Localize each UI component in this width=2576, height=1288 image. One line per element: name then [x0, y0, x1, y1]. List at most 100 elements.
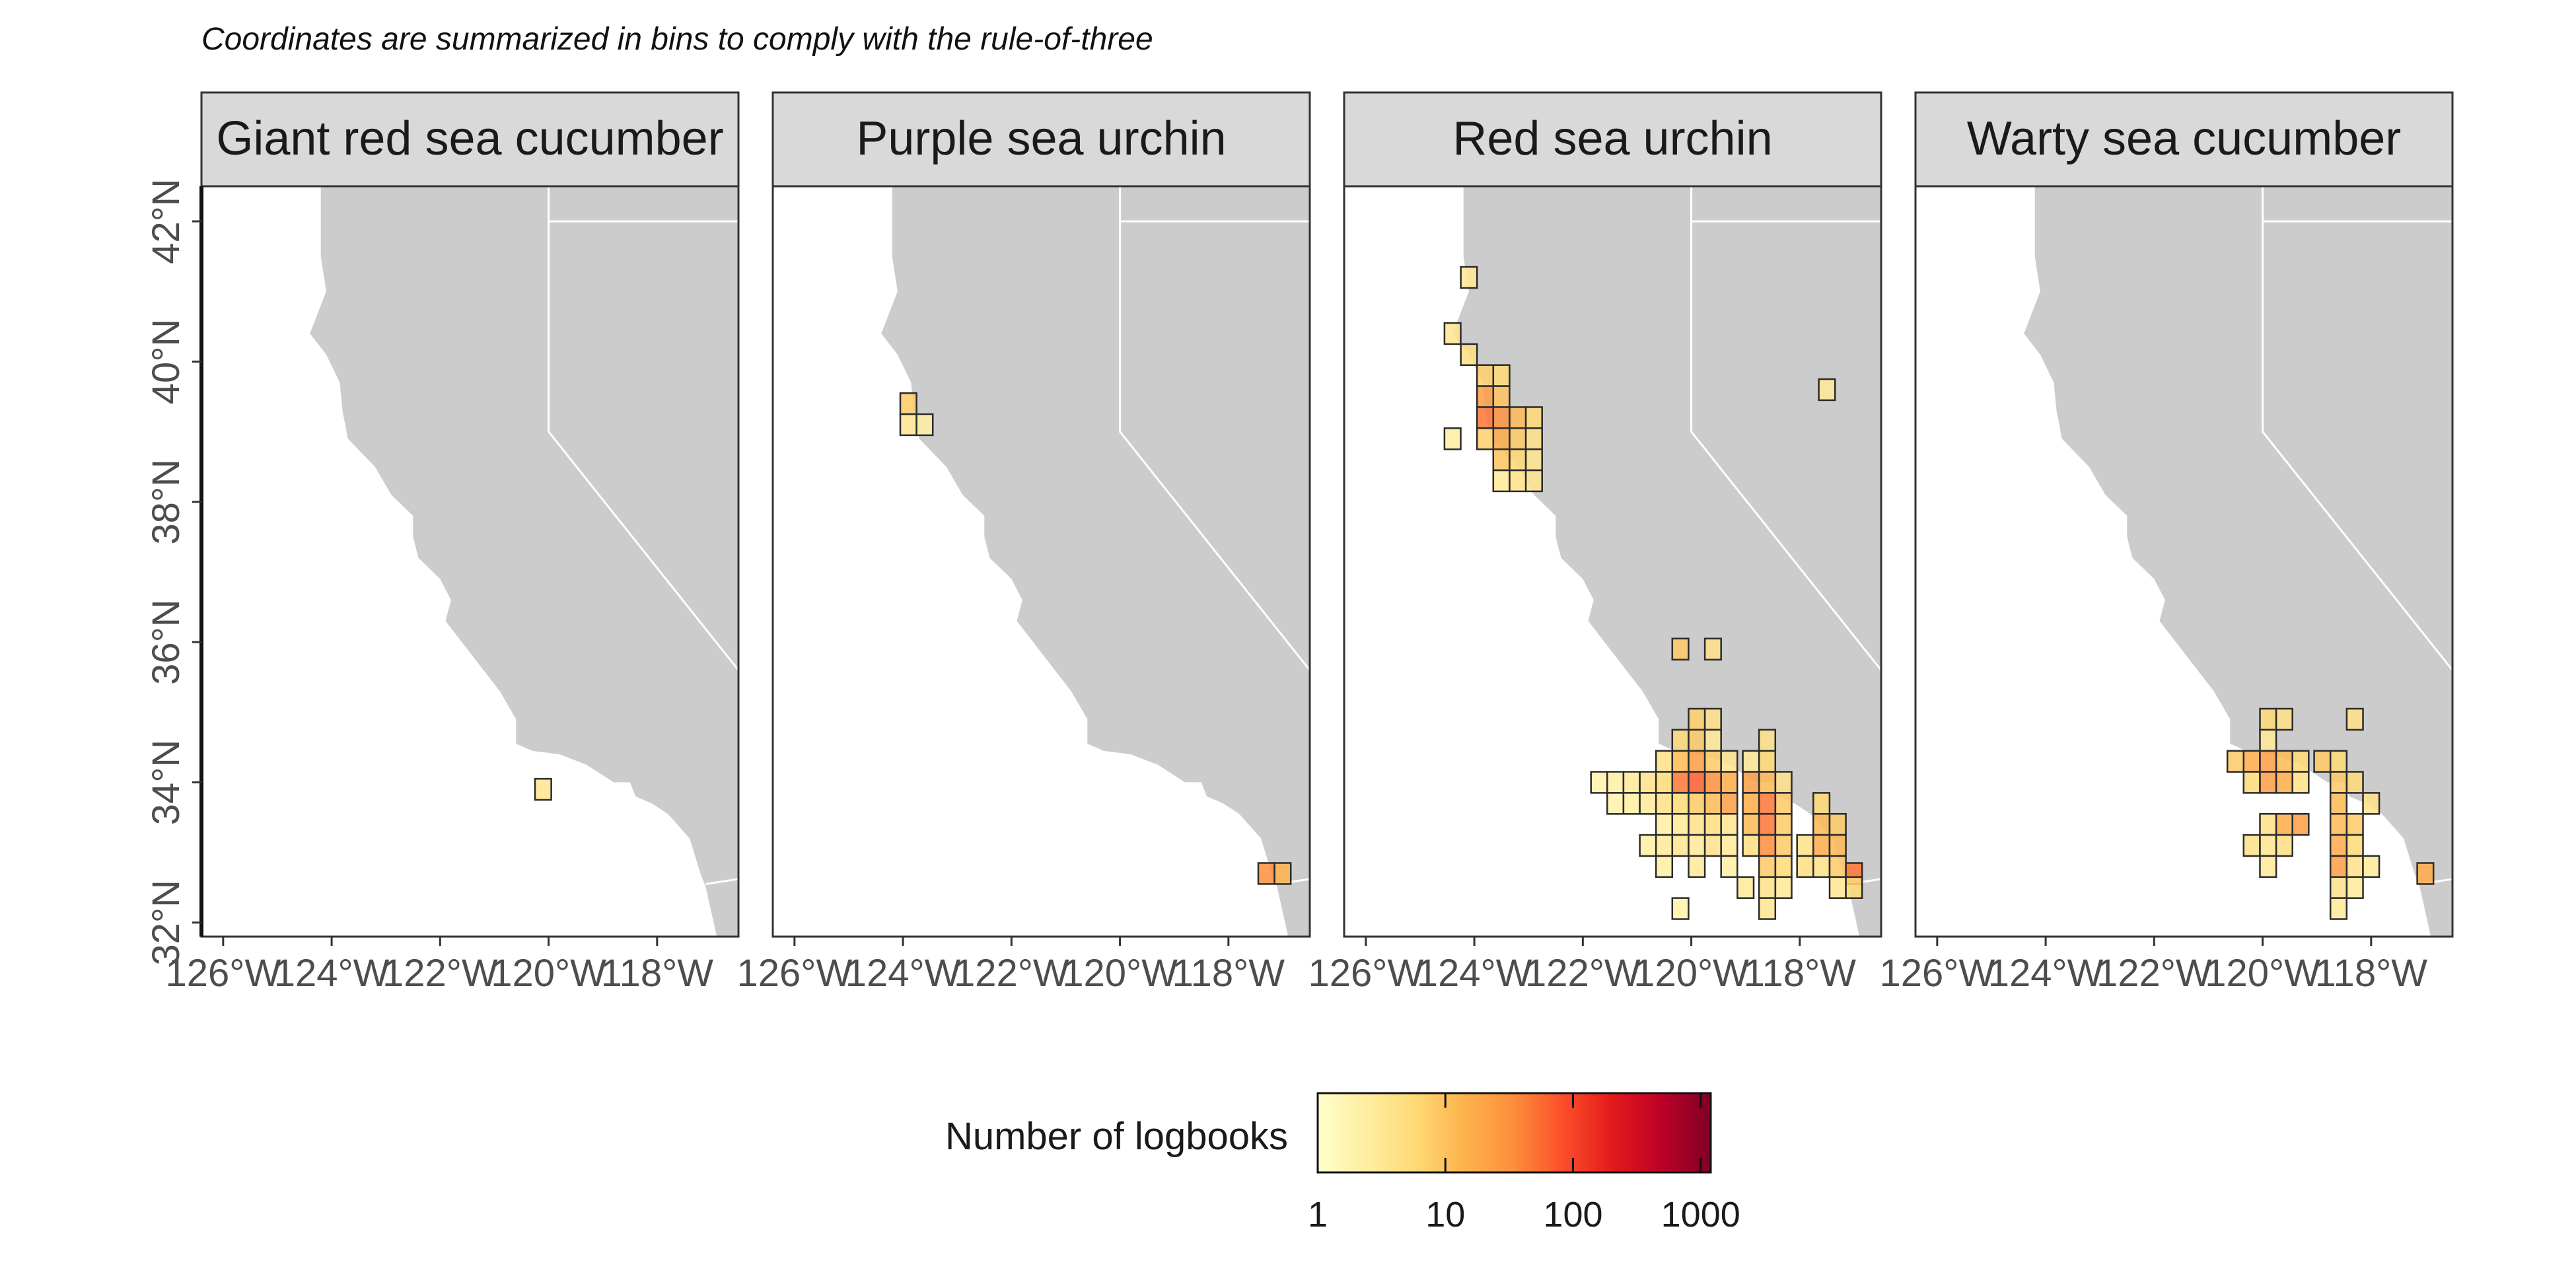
data-bin — [1720, 855, 1738, 878]
data-bin — [2275, 812, 2293, 836]
data-bin — [1671, 792, 1690, 815]
data-bin — [1671, 729, 1690, 752]
data-bin — [1703, 812, 1722, 836]
data-bin — [1590, 771, 1608, 794]
data-bin — [2291, 771, 2310, 794]
x-tick-label: 122°W — [954, 952, 1069, 995]
data-bin — [2329, 876, 2348, 899]
data-bin — [2345, 812, 2364, 836]
x-tick-label: 122°W — [2096, 952, 2212, 995]
facet-title: Warty sea cucumber — [1967, 112, 2402, 165]
data-bin — [915, 413, 934, 437]
data-bin — [1606, 771, 1625, 794]
data-bin — [2259, 855, 2277, 878]
data-bin — [1622, 771, 1641, 794]
data-bin — [1606, 792, 1625, 815]
data-bin — [1622, 792, 1641, 815]
panel-border — [1343, 185, 1882, 938]
data-bin — [1720, 812, 1738, 836]
data-bin — [2275, 771, 2293, 794]
data-bin — [2329, 834, 2348, 857]
map-layer — [881, 186, 1310, 937]
data-bin — [2242, 834, 2261, 857]
land-polygon — [310, 186, 738, 937]
data-bin — [2259, 707, 2277, 731]
facet-panel-1: Giant red sea cucumber 126°W124°W122°W120… — [165, 91, 740, 995]
facet-title: Red sea urchin — [1452, 112, 1772, 165]
x-tick-label: 124°W — [274, 952, 390, 995]
x-tick-label: 118°W — [2315, 952, 2428, 995]
data-bin — [1524, 469, 1543, 493]
data-bin — [1257, 862, 1275, 885]
data-bin — [1460, 343, 1478, 367]
facet-panel-2: Purple sea urchin 126°W124°W122°W120°W118… — [736, 91, 1311, 995]
data-bin — [2345, 707, 2364, 731]
data-bin — [1492, 448, 1511, 472]
facet-strip — [1343, 91, 1882, 188]
facet-panel-4: Warty sea cucumber 126°W124°W122°W120°W11… — [1879, 91, 2454, 995]
data-bin — [1742, 750, 1760, 773]
data-bin — [534, 777, 552, 801]
data-bin — [1758, 729, 1777, 752]
x-tick-label: 120°W — [1062, 952, 1178, 995]
data-bin — [1688, 855, 1706, 878]
data-bin — [2259, 771, 2277, 794]
data-bin — [1460, 266, 1478, 289]
x-tick-label: 122°W — [382, 952, 498, 995]
data-bin — [1476, 427, 1495, 450]
data-bin — [1703, 729, 1722, 752]
map-layer — [1443, 186, 1881, 937]
data-bin — [2329, 855, 2348, 878]
data-bin — [1492, 364, 1511, 387]
state-border — [1690, 221, 1881, 671]
data-bin — [2291, 812, 2310, 836]
data-bin — [1742, 834, 1760, 857]
x-tick-label: 120°W — [1633, 952, 1749, 995]
legend-title: Number of logbooks — [945, 1115, 1288, 1158]
x-tick-label: 126°W — [165, 952, 281, 995]
x-tick-label: 118°W — [1744, 952, 1857, 995]
data-bin — [2259, 834, 2277, 857]
data-bin — [1703, 834, 1722, 857]
data-bin — [1828, 834, 1847, 857]
x-tick-label: 124°W — [845, 952, 961, 995]
data-bin — [1655, 812, 1674, 836]
data-bin — [1758, 792, 1777, 815]
data-bin — [1671, 771, 1690, 794]
data-bin — [1639, 771, 1657, 794]
data-bin — [1671, 637, 1690, 661]
y-tick-label: 32°N — [145, 880, 188, 966]
data-bin — [2329, 897, 2348, 920]
data-bin — [1703, 771, 1722, 794]
data-bin — [1509, 448, 1527, 472]
data-bin — [1742, 771, 1760, 794]
data-bin — [1736, 876, 1755, 899]
data-bin — [1758, 771, 1777, 794]
data-bin — [1828, 812, 1847, 836]
data-bin — [2345, 771, 2364, 794]
data-bin — [1639, 834, 1657, 857]
data-bin — [1509, 469, 1527, 493]
data-bin — [1818, 378, 1836, 402]
data-bin — [2242, 771, 2261, 794]
land-polygon — [2024, 186, 2452, 937]
data-bin — [2416, 862, 2435, 885]
y-tick-label: 36°N — [145, 599, 188, 685]
data-bin — [1812, 834, 1831, 857]
data-bin — [1774, 834, 1793, 857]
data-bin — [1812, 812, 1831, 836]
data-bin — [1524, 427, 1543, 450]
map-layer — [2024, 186, 2452, 937]
data-bin — [1758, 876, 1777, 899]
data-bin — [1273, 862, 1292, 885]
data-bin — [2329, 750, 2348, 773]
data-bin — [1671, 812, 1690, 836]
x-tick-label: 122°W — [1525, 952, 1641, 995]
data-bin — [1774, 876, 1793, 899]
data-bin — [2345, 876, 2364, 899]
data-bin — [1655, 855, 1674, 878]
data-bin — [1655, 771, 1674, 794]
x-tick-label: 118°W — [1172, 952, 1285, 995]
